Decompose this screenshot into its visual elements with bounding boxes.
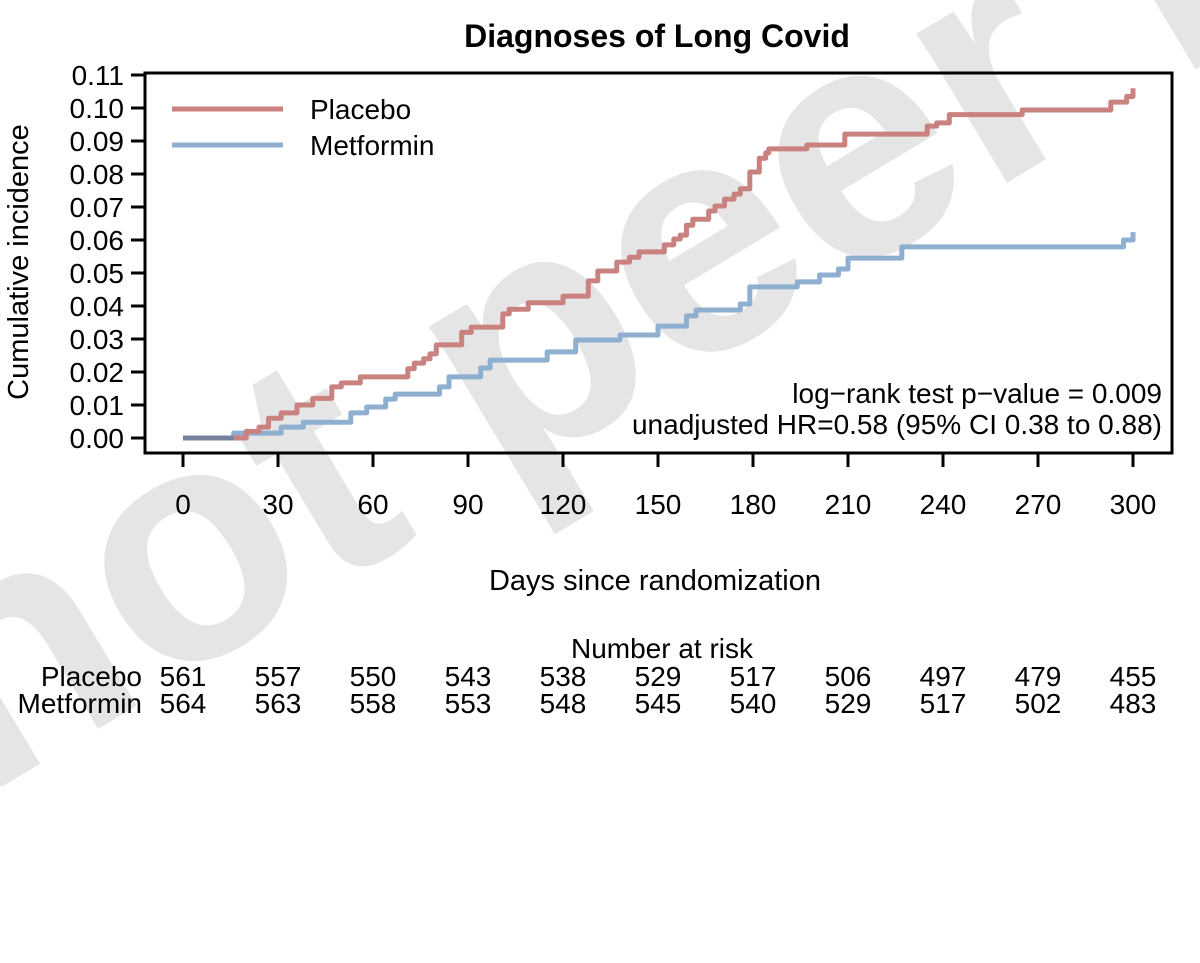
chart-title: Diagnoses of Long Covid [464,18,850,54]
legend-label-placebo: Placebo [310,94,411,125]
risk-value: 538 [540,661,587,692]
y-tick-label: 0.09 [70,126,125,157]
risk-row-label-placebo: Placebo [41,661,142,692]
risk-value: 553 [445,688,492,719]
y-tick-label: 0.00 [70,423,125,454]
x-tick-label: 90 [452,489,483,520]
survival-curves [183,88,1136,441]
risk-value: 564 [160,688,207,719]
risk-table-header: Number at risk [571,633,754,664]
risk-value: 502 [1015,688,1062,719]
km-chart: Diagnoses of Long Covid 0.000.010.020.03… [3,18,1174,719]
risk-value: 550 [350,661,397,692]
risk-value: 557 [255,661,302,692]
legend-label-metformin: Metformin [310,130,434,161]
x-tick-label: 0 [175,489,191,520]
risk-value: 545 [635,688,682,719]
annotation-logrank: log−rank test p−value = 0.009 [792,378,1162,409]
x-tick-label: 300 [1110,489,1157,520]
risk-value: 563 [255,688,302,719]
risk-value: 540 [730,688,777,719]
y-tick-label: 0.11 [72,60,124,91]
x-axis-title: Days since randomization [489,565,821,597]
x-tick-label: 150 [635,489,682,520]
y-tick-label: 0.03 [70,324,125,355]
risk-values: 561 557 550 543 538 529 517 506 497 479 455 564 563 5… [160,661,1157,719]
placebo-curve [183,88,1136,441]
risk-value: 455 [1110,661,1157,692]
risk-table: Number at risk Placebo Metformin 561 557 5… [18,633,1157,719]
x-tick-label: 120 [540,489,587,520]
risk-value: 479 [1015,661,1062,692]
risk-value: 529 [825,688,872,719]
risk-value: 548 [540,688,587,719]
metformin-curve [183,232,1136,441]
x-tick-label: 210 [825,489,872,520]
y-tick-label: 0.04 [70,291,125,322]
risk-value: 529 [635,661,682,692]
x-tick-label: 240 [920,489,967,520]
risk-value: 497 [920,661,967,692]
risk-value: 517 [920,688,967,719]
x-tick-label: 60 [357,489,388,520]
y-axis-title: Cumulative incidence [3,124,35,400]
risk-value: 483 [1110,688,1157,719]
risk-value: 506 [825,661,872,692]
y-axis: 0.000.010.020.030.040.050.060.070.080.09… [70,60,145,454]
annotation-hazard-ratio: unadjusted HR=0.58 (95% CI 0.38 to 0.88) [632,409,1162,440]
x-axis: 0 30 60 90 120 150 180 210 240 270 300 [175,453,1156,520]
y-tick-label: 0.10 [70,93,125,124]
x-tick-label: 180 [730,489,777,520]
y-tick-label: 0.06 [70,225,125,256]
risk-value: 543 [445,661,492,692]
legend: Placebo Metformin [172,94,434,161]
risk-value: 517 [730,661,777,692]
risk-value: 561 [160,661,207,692]
x-tick-label: 30 [262,489,293,520]
y-tick-label: 0.08 [70,159,125,190]
y-tick-label: 0.07 [70,192,125,223]
y-tick-label: 0.05 [70,258,125,289]
risk-row-label-metformin: Metformin [18,688,142,719]
risk-value: 558 [350,688,397,719]
x-tick-label: 270 [1015,489,1062,520]
y-tick-label: 0.02 [70,357,125,388]
y-tick-label: 0.01 [70,390,125,421]
